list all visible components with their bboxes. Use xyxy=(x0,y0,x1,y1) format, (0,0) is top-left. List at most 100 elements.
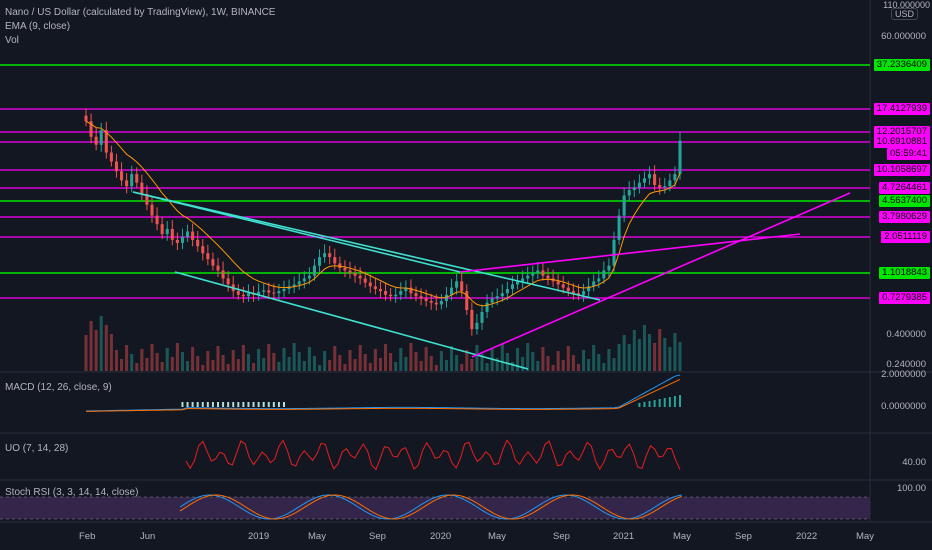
candle-body xyxy=(140,182,144,195)
candle-body xyxy=(150,204,154,216)
candle-body xyxy=(561,284,565,288)
volume-bar xyxy=(384,344,388,371)
volume-bar xyxy=(135,363,139,371)
candle-body xyxy=(236,291,240,295)
candle-body xyxy=(297,281,301,285)
support-trendline xyxy=(471,192,851,358)
candle-body xyxy=(642,178,646,183)
candle-body xyxy=(241,294,245,297)
candle-body xyxy=(627,190,631,196)
macd-histogram-bar xyxy=(222,402,225,407)
price-level-tag: 10.6910881 xyxy=(873,136,930,148)
volume-bar xyxy=(333,346,337,371)
candle-body xyxy=(155,215,159,225)
volume-bar xyxy=(531,352,535,371)
uo-axis-label: 40.00 xyxy=(902,457,926,468)
volume-bar xyxy=(109,334,113,371)
candle-body xyxy=(470,309,474,330)
volume-bar xyxy=(348,350,352,371)
candle-body xyxy=(444,294,448,302)
candle-body xyxy=(170,228,174,240)
volume-bar xyxy=(328,360,332,371)
candle-body xyxy=(125,180,129,187)
volume-bar xyxy=(592,345,596,371)
candle-body xyxy=(475,322,479,330)
candle-body xyxy=(500,293,504,297)
macd-histogram-bar xyxy=(283,402,285,407)
macd-histogram-bar xyxy=(186,402,189,407)
volume-bar xyxy=(165,348,169,371)
time-axis-label: 2022 xyxy=(796,531,818,542)
volume-bar xyxy=(642,325,646,371)
macd-histogram-bar xyxy=(668,397,671,407)
macd-histogram-bar xyxy=(643,402,646,407)
candle-body xyxy=(404,287,408,292)
candle-body xyxy=(328,253,332,258)
volume-bar xyxy=(211,360,215,371)
volume-bar xyxy=(668,347,672,371)
candle-body xyxy=(394,294,398,297)
stoch-axis-label: 100.00 xyxy=(896,483,926,494)
volume-bar xyxy=(312,356,316,371)
candle-body xyxy=(373,286,377,290)
candle-body xyxy=(186,231,190,237)
volume-bar xyxy=(627,344,631,371)
macd-legend[interactable]: MACD (12, 26, close, 9) xyxy=(5,382,112,393)
volume-bar xyxy=(368,363,372,371)
candle-body xyxy=(257,291,261,295)
macd-histogram-bar xyxy=(237,402,240,407)
candle-body xyxy=(348,270,352,273)
price-level-tag: 0.7279385 xyxy=(879,292,930,304)
candle-body xyxy=(180,236,184,243)
candle-body xyxy=(368,282,372,287)
candle-body xyxy=(333,257,337,264)
volume-bar xyxy=(216,346,220,371)
candle-body xyxy=(358,275,362,279)
volume-bar xyxy=(318,365,322,371)
candle-body xyxy=(302,278,306,282)
volume-bar xyxy=(99,316,103,371)
candle-body xyxy=(165,228,169,235)
macd-histogram-bar xyxy=(232,402,235,407)
candle-body xyxy=(104,130,108,153)
candle-body xyxy=(389,294,393,297)
volume-bar xyxy=(571,355,575,371)
macd-histogram-bar xyxy=(267,402,270,407)
time-axis-label: 2021 xyxy=(613,531,635,542)
volume-bar xyxy=(617,344,621,371)
volume-bar xyxy=(632,330,636,371)
ema-legend[interactable]: EMA (9, close) xyxy=(5,21,71,32)
candle-body xyxy=(216,265,220,271)
volume-bar xyxy=(576,364,580,371)
uo-line xyxy=(185,439,681,471)
candle-body xyxy=(617,215,621,240)
volume-bar xyxy=(505,353,509,371)
volume-bar xyxy=(175,343,179,371)
macd-histogram-bar xyxy=(653,400,656,407)
price-level-tag: 10.1058697 xyxy=(873,164,930,176)
macd-histogram-bar xyxy=(257,402,260,407)
currency-badge[interactable]: USD xyxy=(890,8,918,20)
candle-body xyxy=(510,284,514,290)
volume-bar xyxy=(439,351,443,371)
volume-bar xyxy=(663,338,667,371)
vol-legend[interactable]: Vol xyxy=(5,35,19,46)
volume-bar xyxy=(302,361,306,371)
volume-bar xyxy=(191,347,195,371)
volume-bar xyxy=(622,335,626,371)
volume-bar xyxy=(246,354,250,371)
stoch-legend[interactable]: Stoch RSI (3, 3, 14, 14, close) xyxy=(5,487,139,498)
volume-bar xyxy=(658,329,662,371)
uo-legend[interactable]: UO (7, 14, 28) xyxy=(5,443,69,454)
volume-bar xyxy=(180,352,184,371)
candle-body xyxy=(612,239,616,266)
volume-bar xyxy=(353,359,357,371)
candle-body xyxy=(120,171,124,181)
volume-bar xyxy=(510,362,514,371)
volume-bar xyxy=(607,349,611,371)
candle-body xyxy=(678,140,682,175)
macd-histogram-bar xyxy=(181,402,184,407)
candle-body xyxy=(114,161,118,172)
volume-bar xyxy=(516,348,520,371)
